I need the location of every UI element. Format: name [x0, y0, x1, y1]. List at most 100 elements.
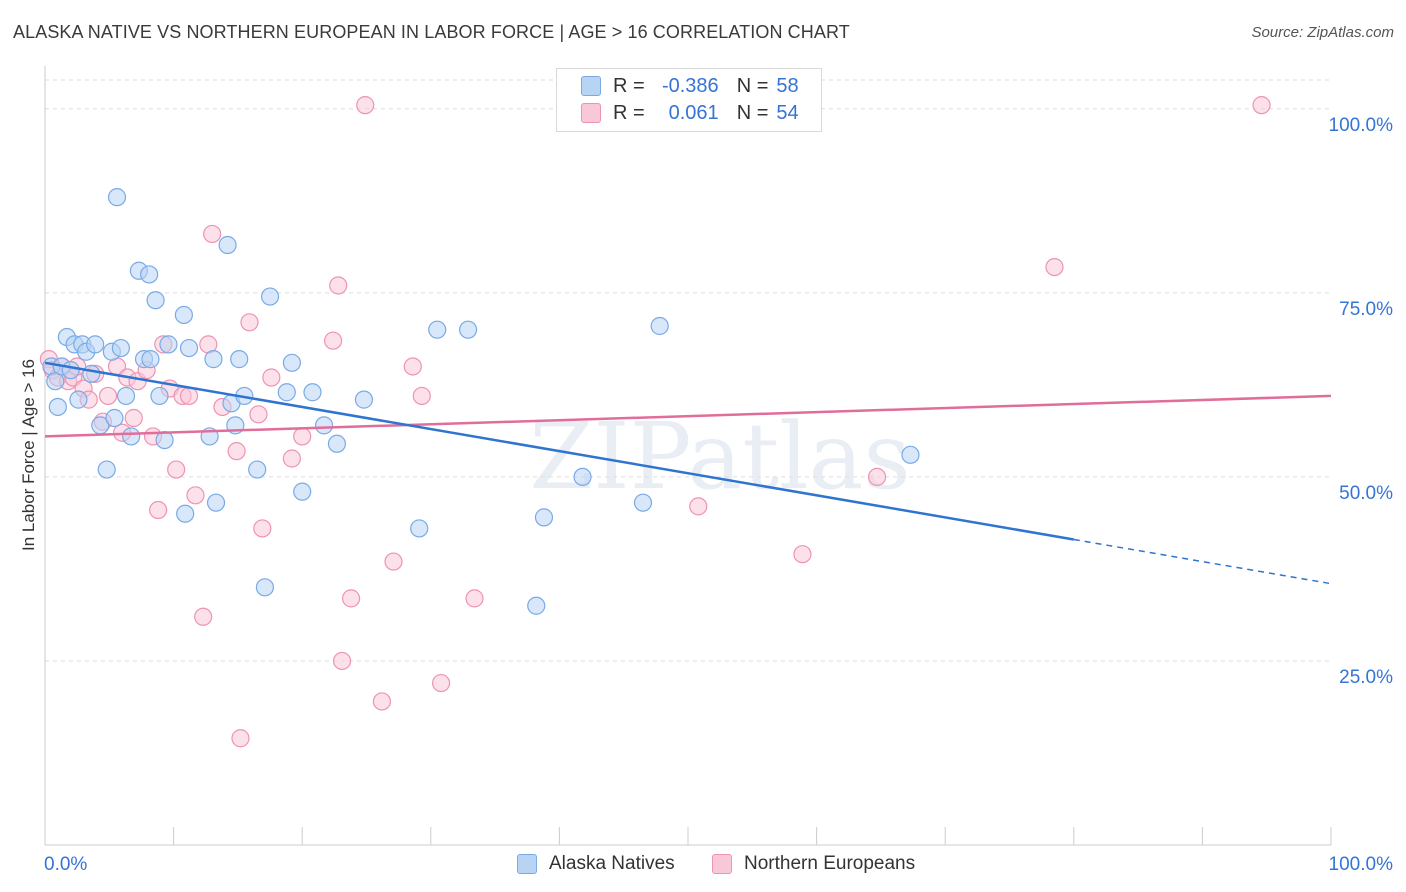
data-point-northern-europeans — [793, 545, 812, 564]
data-point-northern-europeans — [329, 276, 348, 295]
data-point-alaska-natives — [86, 335, 105, 354]
grid-lines — [45, 79, 1331, 662]
trend-line-alaska-natives — [44, 361, 1075, 541]
data-point-northern-europeans — [167, 460, 186, 479]
legend-label: Alaska Natives — [549, 853, 675, 874]
data-point-alaska-natives — [573, 467, 592, 487]
tick-labels: 25.0% 50.0% 75.0% 100.0% 0.0% 100.0% — [44, 115, 1393, 875]
legend-row-alaska-natives: R = -0.386 N = 58 — [581, 74, 817, 98]
n-value: 54 — [776, 101, 799, 124]
data-point-alaska-natives — [650, 316, 669, 336]
trend-line-extension — [1073, 538, 1332, 585]
bottom-legend-alaska-natives[interactable]: Alaska Natives — [517, 852, 675, 876]
data-point-northern-europeans — [1252, 96, 1271, 115]
data-point-northern-europeans — [403, 357, 422, 376]
data-point-alaska-natives — [901, 445, 920, 464]
n-value: 58 — [776, 74, 799, 97]
y-tick-label: 100.0% — [1329, 115, 1394, 136]
data-point-alaska-natives — [230, 350, 249, 369]
data-point-northern-europeans — [240, 313, 259, 332]
data-point-alaska-natives — [82, 364, 101, 383]
series-northern-europeans — [39, 96, 1271, 748]
bottom-legend-northern-europeans[interactable]: Northern Europeans — [712, 852, 915, 876]
data-point-alaska-natives — [218, 235, 237, 255]
data-point-northern-europeans — [124, 408, 143, 428]
data-point-northern-europeans — [465, 589, 484, 608]
data-point-alaska-natives — [410, 519, 429, 538]
data-point-alaska-natives — [255, 578, 275, 597]
r-label: R = — [613, 74, 645, 97]
data-point-northern-europeans — [194, 607, 213, 626]
legend-swatch-blue — [581, 76, 601, 96]
data-point-alaska-natives — [105, 408, 124, 428]
data-point-alaska-natives — [354, 390, 374, 409]
data-point-northern-europeans — [282, 449, 302, 468]
data-point-alaska-natives — [204, 350, 223, 369]
chart-title: ALASKA NATIVE VS NORTHERN EUROPEAN IN LA… — [13, 22, 850, 42]
data-point-alaska-natives — [458, 320, 478, 339]
data-point-alaska-natives — [206, 493, 226, 512]
r-value: -0.386 — [661, 74, 719, 97]
correlation-legend: R = -0.386 N = 58 R = 0.061 N = 54 — [556, 68, 822, 132]
data-point-northern-europeans — [262, 368, 281, 387]
data-point-alaska-natives — [159, 335, 178, 354]
data-point-alaska-natives — [140, 265, 159, 284]
legend-swatch-blue — [517, 854, 537, 874]
data-point-northern-europeans — [203, 224, 222, 244]
data-point-alaska-natives — [303, 383, 322, 402]
data-point-northern-europeans — [689, 497, 708, 516]
x-tick-label: 100.0% — [1329, 854, 1394, 875]
data-point-alaska-natives — [633, 493, 653, 512]
data-point-northern-europeans — [231, 729, 250, 748]
data-point-northern-europeans — [384, 552, 403, 571]
series-alaska-natives — [42, 188, 920, 615]
data-point-alaska-natives — [282, 353, 302, 372]
y-tick-label: 75.0% — [1339, 299, 1393, 320]
data-point-northern-europeans — [253, 519, 272, 538]
data-point-alaska-natives — [179, 338, 199, 358]
data-point-northern-europeans — [341, 589, 361, 608]
data-point-northern-europeans — [1045, 257, 1064, 277]
data-point-alaska-natives — [314, 416, 334, 435]
data-point-alaska-natives — [97, 460, 116, 479]
data-point-northern-europeans — [98, 386, 118, 406]
data-point-alaska-natives — [248, 460, 267, 479]
data-point-northern-europeans — [186, 486, 205, 505]
data-point-alaska-natives — [534, 508, 554, 527]
r-value: 0.061 — [668, 101, 719, 124]
data-point-alaska-natives — [277, 383, 296, 402]
data-point-alaska-natives — [176, 504, 195, 523]
data-point-northern-europeans — [356, 96, 375, 115]
x-tick-label: 0.0% — [44, 854, 87, 875]
data-point-alaska-natives — [146, 291, 165, 310]
data-point-northern-europeans — [372, 692, 392, 711]
n-label: N = — [736, 74, 769, 97]
data-point-northern-europeans — [179, 386, 199, 406]
data-point-alaska-natives — [116, 386, 136, 406]
legend-label: Northern Europeans — [744, 853, 916, 874]
n-label: N = — [736, 101, 769, 124]
data-point-alaska-natives — [527, 596, 546, 615]
data-point-northern-europeans — [227, 442, 246, 461]
data-point-alaska-natives — [428, 320, 447, 339]
data-point-northern-europeans — [867, 467, 887, 487]
data-point-alaska-natives — [293, 482, 312, 501]
data-point-alaska-natives — [150, 386, 169, 406]
data-point-alaska-natives — [141, 350, 160, 369]
data-point-alaska-natives — [69, 390, 88, 409]
data-point-alaska-natives — [48, 397, 67, 417]
legend-swatch-pink — [712, 854, 732, 874]
axes — [44, 66, 1332, 846]
data-point-alaska-natives — [107, 188, 127, 207]
source-credit: Source: ZipAtlas.com — [1251, 24, 1394, 41]
data-point-northern-europeans — [332, 651, 352, 671]
data-point-alaska-natives — [327, 434, 347, 453]
y-axis-label: In Labor Force | Age > 16 — [19, 358, 38, 552]
data-point-northern-europeans — [323, 331, 343, 350]
y-tick-label: 25.0% — [1339, 667, 1393, 688]
r-label: R = — [613, 101, 645, 124]
data-point-alaska-natives — [174, 305, 193, 325]
data-point-alaska-natives — [122, 427, 141, 446]
data-point-northern-europeans — [293, 427, 312, 446]
